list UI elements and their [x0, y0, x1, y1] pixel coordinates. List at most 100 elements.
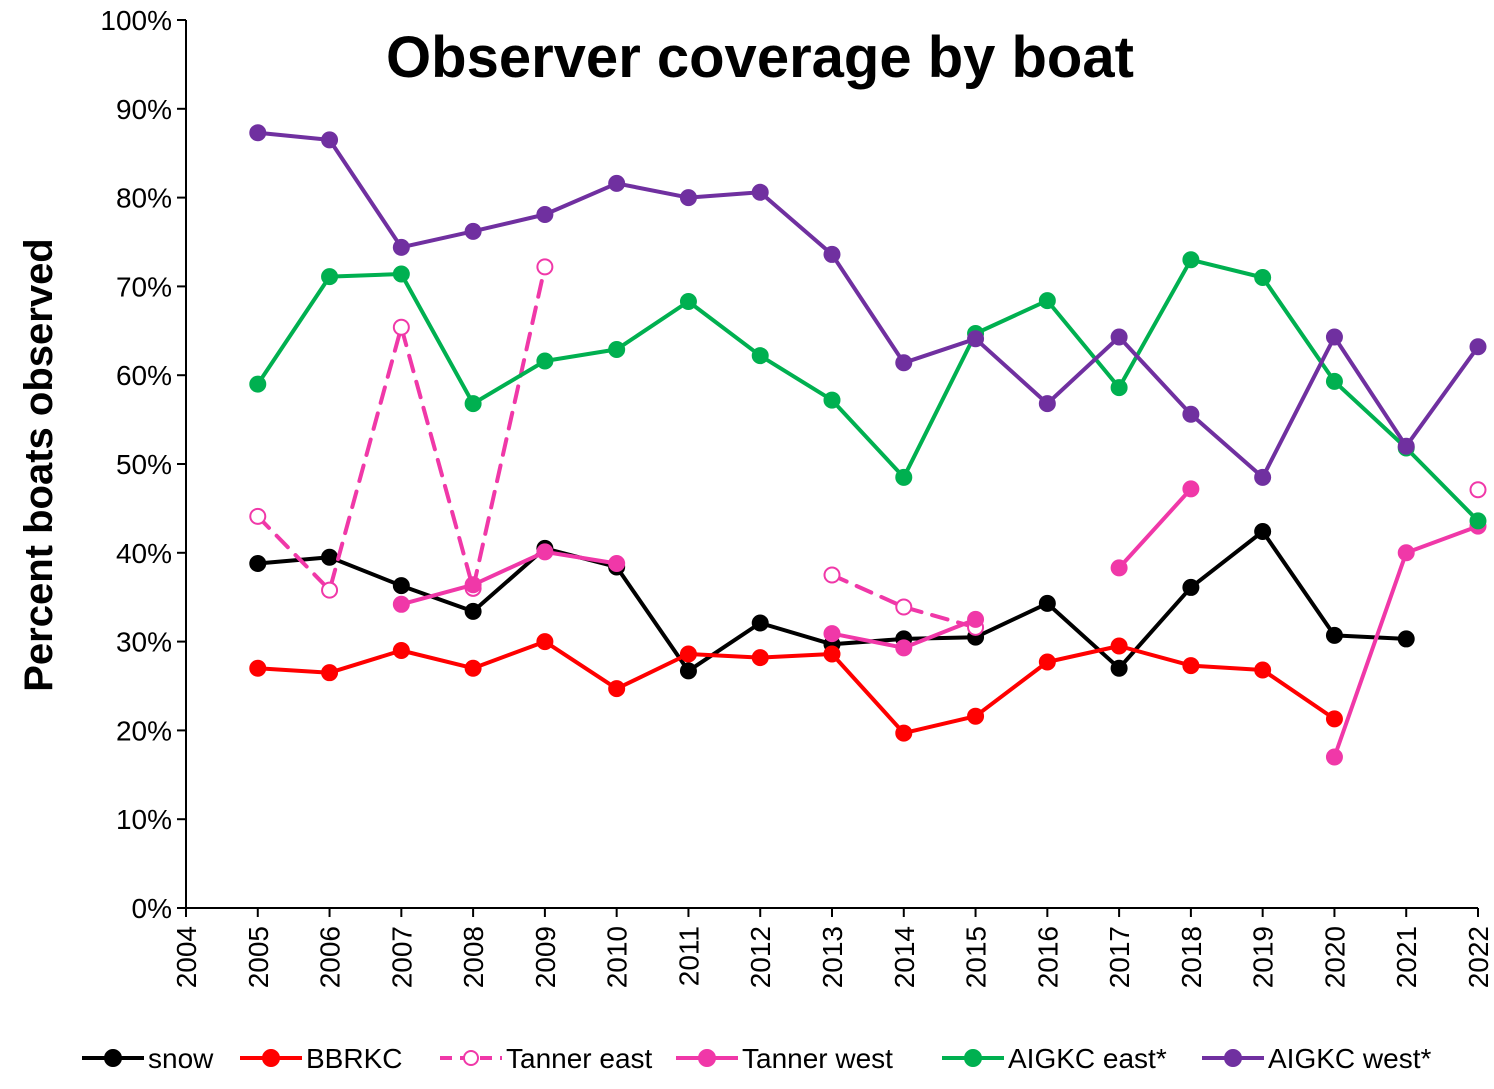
data-point — [321, 131, 339, 149]
data-point — [321, 664, 339, 682]
data-point — [608, 174, 626, 192]
y-tick-label: 60% — [116, 360, 172, 391]
data-point — [895, 468, 913, 486]
data-point — [1469, 338, 1487, 356]
x-tick-label: 2007 — [386, 926, 417, 988]
data-point — [392, 595, 410, 613]
data-point — [1110, 559, 1128, 577]
series-line — [255, 130, 1480, 480]
data-point — [1254, 522, 1272, 540]
data-point — [895, 724, 913, 742]
data-point — [679, 292, 697, 310]
series-layer — [249, 124, 1487, 766]
data-point — [321, 548, 339, 566]
series-tanner-east — [249, 258, 1487, 636]
legend-item-snow: snow — [82, 1043, 214, 1074]
y-tick-label: 0% — [132, 893, 172, 924]
legend-swatch-marker — [104, 1049, 122, 1067]
data-point — [1182, 657, 1200, 675]
data-point — [967, 707, 985, 725]
data-point — [321, 581, 339, 599]
x-tick-label: 2013 — [817, 926, 848, 988]
data-point — [1469, 512, 1487, 530]
series-line — [255, 264, 547, 593]
series-line — [830, 573, 978, 630]
x-tick-label: 2005 — [243, 926, 274, 988]
series-line — [255, 257, 1480, 523]
data-point — [895, 598, 913, 616]
x-tick-label: 2008 — [458, 926, 489, 988]
x-tick-label: 2011 — [673, 926, 704, 986]
data-point — [1254, 269, 1272, 287]
legend-swatch-marker — [1224, 1049, 1242, 1067]
y-tick-label: 10% — [116, 804, 172, 835]
data-point — [249, 375, 267, 393]
legend-label: Tanner east — [506, 1043, 653, 1074]
data-point — [1038, 395, 1056, 413]
data-point — [1325, 328, 1343, 346]
series-bbrkc — [249, 633, 1343, 742]
x-tick-label: 2009 — [530, 926, 561, 988]
data-point — [1038, 292, 1056, 310]
data-point — [1182, 405, 1200, 423]
data-point — [1325, 626, 1343, 644]
x-tick-label: 2018 — [1176, 926, 1207, 988]
series-aigkc-east — [249, 251, 1487, 530]
data-point — [464, 395, 482, 413]
data-point — [1182, 480, 1200, 498]
data-point — [679, 662, 697, 680]
series-snow — [249, 522, 1415, 680]
legend-item-bbrkc: BBRKC — [240, 1043, 402, 1074]
data-point — [1325, 748, 1343, 766]
x-tick-label: 2020 — [1319, 926, 1350, 988]
legend: snow BBRKC Tanner east Tanner west AIGKC eas… — [82, 1043, 1431, 1074]
y-axis-label: Percent boats observed — [17, 238, 61, 692]
x-tick-label: 2016 — [1032, 926, 1063, 988]
data-point — [392, 318, 410, 336]
x-tick-label: 2006 — [315, 926, 346, 988]
data-point — [321, 268, 339, 286]
data-point — [895, 354, 913, 372]
legend-swatch-marker — [964, 1049, 982, 1067]
data-point — [608, 554, 626, 572]
legend-item-tanner-west: Tanner west — [676, 1043, 893, 1074]
y-tick-label: 30% — [116, 627, 172, 658]
data-point — [249, 659, 267, 677]
data-point — [823, 391, 841, 409]
data-point — [1254, 661, 1272, 679]
legend-label: BBRKC — [306, 1043, 402, 1074]
y-tick-label: 80% — [116, 183, 172, 214]
x-tick-label: 2022 — [1463, 926, 1494, 988]
data-point — [679, 189, 697, 207]
data-point — [392, 641, 410, 659]
legend-label: AIGKC east* — [1008, 1043, 1167, 1074]
x-tick-label: 2019 — [1248, 926, 1279, 988]
data-point — [536, 258, 554, 276]
data-point — [392, 238, 410, 256]
data-point — [751, 649, 769, 667]
data-point — [464, 602, 482, 620]
legend-label: AIGKC west* — [1268, 1043, 1431, 1074]
data-point — [823, 625, 841, 643]
data-point — [1254, 468, 1272, 486]
data-point — [1038, 653, 1056, 671]
data-point — [536, 205, 554, 223]
data-point — [608, 680, 626, 698]
y-tick-label: 20% — [116, 715, 172, 746]
data-point — [464, 659, 482, 677]
data-point — [1038, 594, 1056, 612]
legend-item-aigkc-east: AIGKC east* — [942, 1043, 1167, 1074]
x-tick-label: 2017 — [1104, 926, 1135, 988]
data-point — [1397, 437, 1415, 455]
legend-item-aigkc-west: AIGKC west* — [1202, 1043, 1431, 1074]
data-point — [1325, 372, 1343, 390]
data-point — [751, 183, 769, 201]
data-point — [464, 222, 482, 240]
data-point — [1182, 578, 1200, 596]
data-point — [679, 645, 697, 663]
y-tick-label: 90% — [116, 94, 172, 125]
data-point — [895, 639, 913, 657]
data-point — [1110, 379, 1128, 397]
data-point — [536, 543, 554, 561]
data-point — [1397, 630, 1415, 648]
